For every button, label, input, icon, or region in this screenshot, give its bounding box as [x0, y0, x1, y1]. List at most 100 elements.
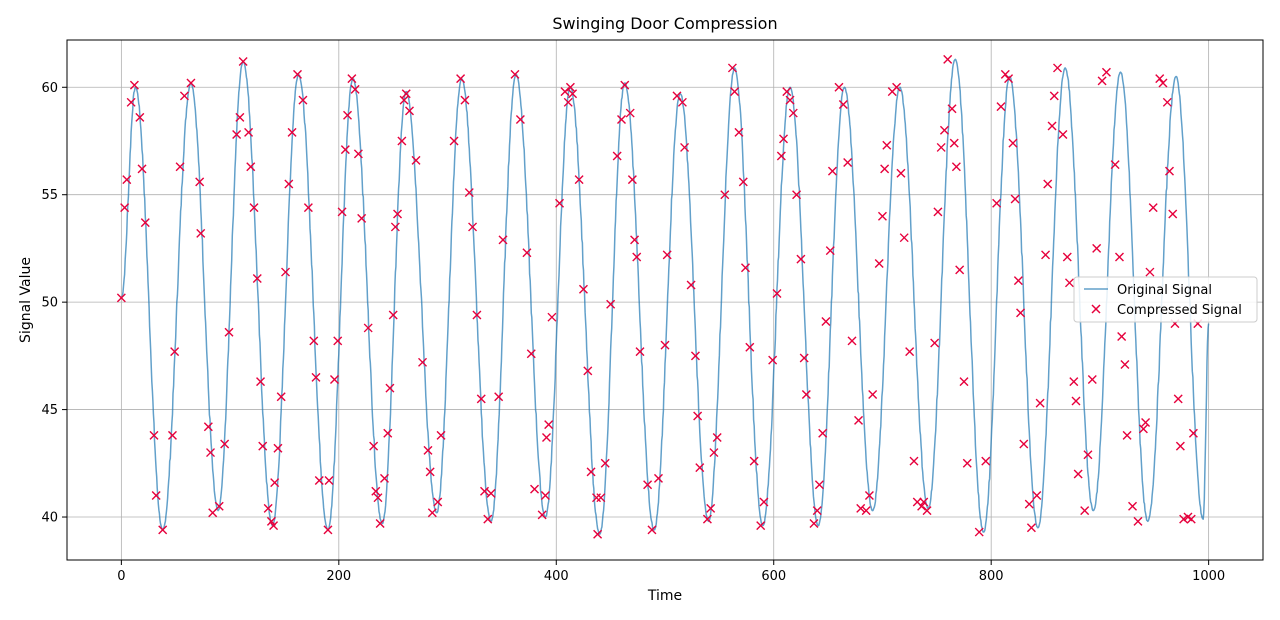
compressed-point [1004, 74, 1014, 84]
compressed-point [563, 97, 573, 107]
compressed-point [586, 467, 596, 477]
compressed-point [905, 347, 915, 357]
compressed-point [397, 136, 407, 146]
compressed-point [730, 87, 740, 97]
compressed-point [120, 203, 130, 213]
compressed-point [337, 207, 347, 217]
compressed-point [252, 274, 262, 284]
compressed-point [734, 127, 744, 137]
compressed-point [792, 190, 802, 200]
x-tick-label: 600 [761, 569, 786, 584]
compressed-point [263, 503, 273, 513]
compressed-point [373, 493, 383, 503]
compressed-point [1117, 332, 1127, 342]
compressed-point [1179, 514, 1189, 524]
compressed-point [909, 456, 919, 466]
compressed-point [530, 484, 540, 494]
compressed-point [632, 252, 642, 262]
compressed-point [273, 443, 283, 453]
compressed-point [809, 518, 819, 528]
compressed-point [1092, 243, 1102, 253]
compressed-point [838, 99, 848, 109]
compressed-point [880, 164, 890, 174]
compressed-point [480, 486, 490, 496]
compressed-point [203, 422, 213, 432]
compressed-point [1047, 121, 1057, 131]
compressed-point [1114, 252, 1124, 262]
compressed-point [1026, 523, 1036, 533]
compressed-point [1049, 91, 1059, 101]
compressed-point [293, 69, 302, 79]
compressed-point [1087, 375, 1097, 384]
compressed-point [460, 95, 470, 105]
compressed-point [220, 439, 230, 449]
compressed-point [818, 428, 828, 438]
compressed-point [206, 448, 216, 458]
compressed-point [357, 213, 367, 223]
compressed-point [122, 175, 132, 185]
compressed-point [284, 179, 294, 189]
original-signal-path [120, 58, 1210, 535]
y-axis-label: Signal Value [18, 257, 34, 343]
compressed-point [167, 430, 177, 440]
compressed-point [175, 162, 185, 172]
compressed-point [899, 233, 909, 243]
compressed-point [179, 91, 189, 101]
compressed-point [324, 476, 334, 485]
compressed-point [383, 428, 393, 438]
compressed-point [137, 164, 147, 174]
compressed-point [933, 207, 943, 217]
legend-label-original: Original Signal [1117, 283, 1212, 298]
compressed-point [896, 168, 906, 178]
compressed-point [388, 310, 398, 320]
compressed-point [486, 488, 496, 498]
legend: Original Signal Compressed Signal [1073, 276, 1258, 323]
x-axis-label: Time [647, 588, 682, 604]
x-tick-label: 200 [326, 569, 351, 584]
compressed-point [129, 80, 139, 90]
compressed-point [992, 198, 1002, 208]
compressed-point [568, 89, 578, 99]
compressed-point [266, 516, 276, 526]
compressed-point [329, 375, 339, 384]
compressed-point [235, 112, 245, 122]
compressed-point [702, 514, 712, 524]
compressed-point [962, 458, 972, 468]
compressed-point [695, 463, 705, 473]
compressed-point [232, 130, 242, 140]
compressed-point [1032, 491, 1042, 501]
compressed-point [981, 456, 991, 466]
compressed-point [140, 218, 150, 228]
compressed-point [1019, 439, 1029, 449]
compressed-point [158, 525, 168, 535]
compressed-point [662, 250, 672, 260]
compressed-point [1175, 441, 1185, 451]
compressed-point [269, 521, 279, 531]
compressed-point [522, 248, 532, 258]
compressed-point [799, 353, 809, 363]
compressed-point [677, 97, 687, 107]
compressed-point [660, 340, 670, 350]
compressed-point [955, 265, 965, 275]
compressed-point [1016, 308, 1026, 318]
compressed-point [1155, 74, 1165, 84]
compressed-point [483, 514, 493, 524]
compressed-point [943, 54, 953, 64]
compressed-point [214, 501, 224, 511]
compressed-point [578, 284, 588, 294]
compressed-point [515, 115, 525, 124]
compressed-point [996, 102, 1006, 112]
compressed-point [547, 312, 557, 322]
x-tick-label: 1000 [1192, 569, 1225, 584]
compressed-point [768, 355, 778, 365]
legend-label-compressed: Compressed Signal [1117, 303, 1242, 318]
compressed-point [868, 390, 878, 400]
compressed-point [756, 521, 766, 531]
compressed-point [949, 138, 959, 148]
compressed-point [812, 506, 822, 516]
compressed-point [1133, 516, 1143, 526]
compressed-point [423, 445, 433, 455]
compressed-point [116, 293, 126, 303]
compressed-point [281, 267, 291, 277]
compressed-point [195, 177, 205, 187]
